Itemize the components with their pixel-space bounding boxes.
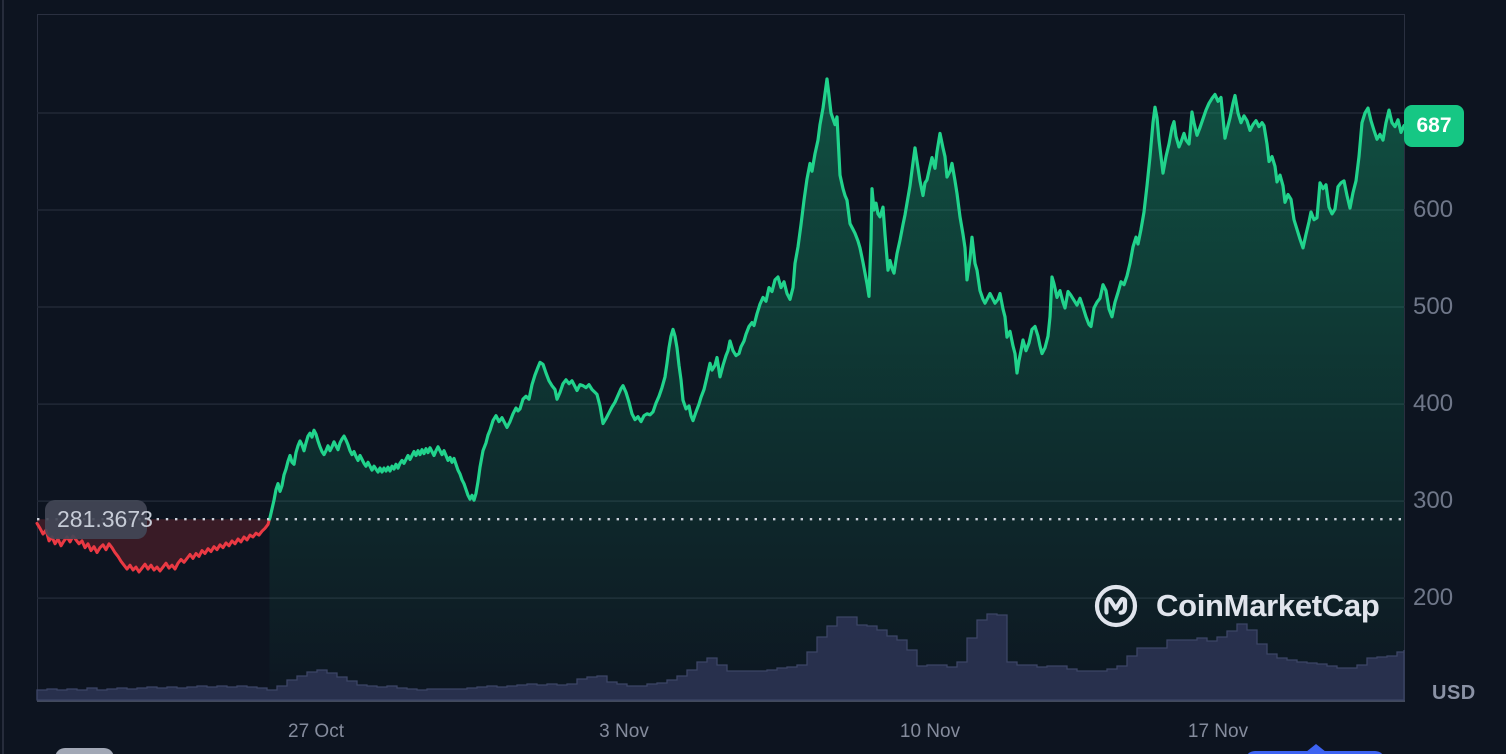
coinmarketcap-logo-icon: [1094, 584, 1138, 628]
x-axis-label: 17 Nov: [1187, 721, 1249, 742]
current-price-badge: 687: [1404, 104, 1464, 147]
bottom-edge-blue-tooltip: [1245, 751, 1385, 754]
y-axis-label: 300: [1413, 487, 1454, 515]
bottom-edge-gray-pill: [55, 748, 114, 754]
y-axis-label: 600: [1413, 196, 1454, 224]
blue-tooltip-pointer-icon: [1306, 744, 1326, 752]
y-axis-label: 400: [1413, 390, 1454, 418]
start-price-pill: 281.3673: [45, 500, 153, 540]
currency-unit-label: USD: [1432, 682, 1476, 704]
coinmarketcap-watermark: CoinMarketCap: [1092, 582, 1380, 630]
coinmarketcap-wordmark: CoinMarketCap: [1156, 588, 1380, 623]
current-price-value: 687: [1416, 113, 1452, 137]
y-axis-label: 500: [1413, 293, 1454, 321]
x-axis-label: 3 Nov: [599, 721, 649, 742]
panel-left-border: [2, 0, 4, 754]
y-axis-label: 200: [1413, 584, 1454, 612]
start-price-value: 281.3673: [57, 506, 153, 533]
x-axis-label: 10 Nov: [899, 721, 961, 742]
x-axis-label: 27 Oct: [288, 721, 344, 742]
